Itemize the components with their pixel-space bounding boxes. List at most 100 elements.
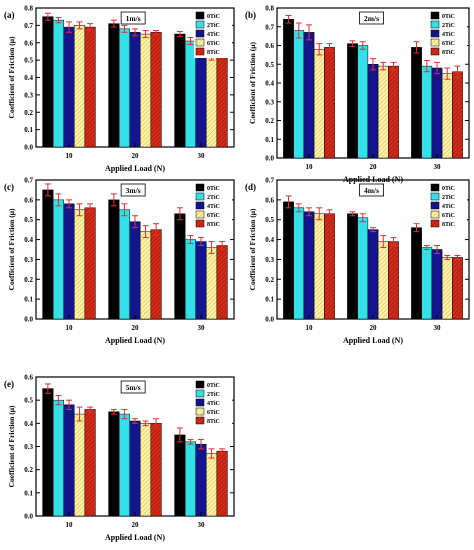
legend-swatch-2tic	[195, 389, 205, 398]
x-tick-label: 10	[66, 521, 74, 529]
y-tick-label: 0.8	[265, 5, 274, 13]
y-tick-label: 0.5	[24, 216, 33, 224]
x-tick-label: 20	[132, 521, 140, 529]
y-tick-label: 0.8	[24, 5, 33, 13]
legend-label: 4TiC	[442, 32, 455, 38]
bar-2tic	[421, 65, 433, 159]
legend-swatch-2tic	[195, 20, 205, 29]
legend-label: 8TiC	[442, 50, 455, 56]
bar-6tic	[74, 209, 86, 320]
y-tick-label: 0.4	[24, 236, 33, 244]
legend-swatch-8tic	[195, 47, 205, 56]
bar-0tic	[283, 19, 294, 159]
bar-6tic	[377, 241, 389, 320]
bar-2tic	[293, 30, 305, 159]
x-axis-label: Applied Load (N)	[105, 533, 165, 542]
x-axis-label: Applied Load (N)	[105, 336, 165, 345]
legend-swatch-0tic	[195, 380, 205, 389]
x-axis-label: Applied Load (N)	[343, 336, 403, 345]
speed-box	[359, 11, 384, 25]
bar-4tic	[431, 67, 443, 159]
bar-8tic	[388, 241, 399, 320]
y-tick-label: 0.1	[265, 136, 274, 144]
legend-swatch-6tic	[195, 38, 205, 47]
legend-swatch-6tic	[430, 210, 440, 219]
speed-box	[120, 183, 146, 197]
bar-6tic	[313, 213, 325, 320]
bar-4tic	[63, 404, 75, 517]
y-tick-label: 0.1	[265, 296, 274, 304]
bar-0tic	[347, 43, 358, 159]
bar-2tic	[293, 207, 305, 320]
legend-label: 2TiC	[207, 392, 220, 398]
legend-swatch-4tic	[195, 201, 205, 210]
bar-8tic	[388, 65, 399, 159]
chart-panel: 0.0 0.1 0.2 0.3 0.4 0.5 0.6 0.7 10 20 30 Applied Lo…	[4, 177, 235, 345]
speed-box	[120, 380, 146, 394]
bar-0tic	[283, 201, 294, 320]
legend-swatch-6tic	[195, 210, 205, 219]
y-tick-label: 0.3	[24, 256, 33, 264]
panel-letter: (c)	[4, 182, 14, 192]
legend-label: 8TiC	[207, 419, 220, 425]
y-tick-label: 0.3	[265, 98, 274, 106]
speed-label: 5m/s	[126, 383, 141, 392]
y-tick-label: 0.3	[24, 443, 33, 451]
y-tick-label: 0.0	[265, 155, 274, 163]
x-tick-label: 10	[66, 324, 74, 332]
bar-6tic	[441, 257, 453, 320]
legend-label: 6TiC	[207, 410, 220, 416]
bar-2tic	[52, 199, 64, 320]
legend-swatch-0tic	[195, 183, 205, 192]
bar-2tic	[118, 28, 130, 148]
bar-0tic	[411, 47, 422, 159]
legend-label: 6TiC	[442, 41, 455, 47]
bar-4tic	[63, 203, 75, 320]
panel-letter: (a)	[4, 10, 15, 20]
bar-2tic	[52, 399, 64, 517]
y-axis-label: Coefficient of Friction (μ)	[248, 208, 257, 290]
bar-6tic	[206, 247, 218, 320]
legend-swatch-0tic	[430, 183, 440, 192]
bar-0tic	[411, 227, 422, 320]
bar-8tic	[216, 450, 228, 517]
bar-4tic	[129, 420, 141, 517]
bar-6tic	[140, 423, 152, 517]
x-tick-label: 30	[198, 521, 206, 529]
bar-8tic	[324, 47, 335, 159]
bar-4tic	[431, 249, 443, 320]
bar-6tic	[377, 65, 389, 159]
bar-2tic	[184, 239, 196, 320]
x-tick-label: 30	[434, 163, 442, 171]
y-axis-label: Coefficient of Friction (μ)	[248, 42, 257, 124]
bar-0tic	[42, 16, 54, 148]
y-tick-label: 0.6	[24, 39, 33, 47]
bar-0tic	[108, 199, 120, 320]
y-tick-label: 0.0	[265, 316, 274, 324]
x-tick-label: 30	[198, 324, 206, 332]
y-tick-label: 0.3	[265, 256, 274, 264]
legend-label: 2TiC	[207, 195, 220, 201]
y-tick-label: 0.0	[24, 513, 33, 521]
bar-2tic	[118, 209, 130, 320]
y-tick-label: 0.1	[24, 489, 33, 497]
speed-label: 4m/s	[364, 186, 379, 195]
legend-swatch-8tic	[195, 416, 205, 425]
legend-swatch-8tic	[430, 219, 440, 228]
y-tick-label: 0.7	[24, 22, 33, 30]
legend-swatch-4tic	[195, 29, 205, 38]
chart-panel: 0.0 0.1 0.2 0.3 0.4 0.5 0.6 10 20 30 Applied Load …	[4, 374, 235, 542]
legend-label: 4TiC	[207, 32, 220, 38]
bar-0tic	[174, 33, 186, 148]
legend-swatch-6tic	[430, 38, 440, 47]
legend-swatch-6tic	[195, 407, 205, 416]
legend-label: 6TiC	[207, 41, 220, 47]
bar-8tic	[150, 32, 162, 148]
bar-8tic	[216, 245, 228, 320]
legend-label: 4TiC	[207, 204, 220, 210]
x-tick-label: 30	[434, 324, 442, 332]
y-tick-label: 0.5	[265, 61, 274, 69]
legend-label: 0TiC	[207, 186, 220, 192]
y-tick-label: 0.7	[265, 177, 274, 185]
y-tick-label: 0.7	[24, 177, 33, 185]
